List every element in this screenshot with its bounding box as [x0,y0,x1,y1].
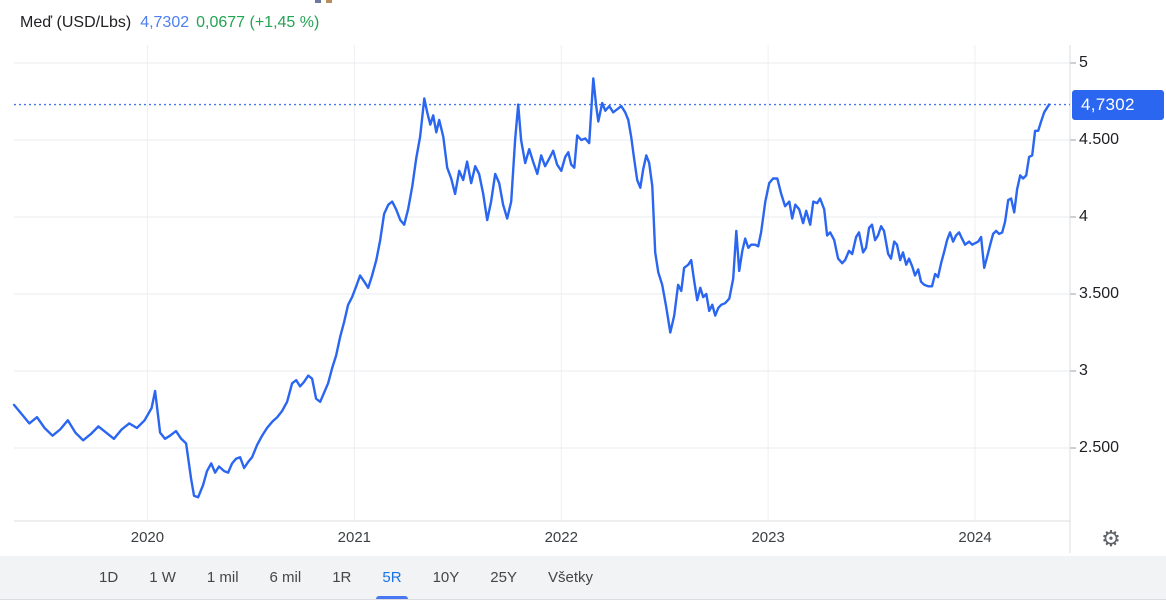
y-axis-label: 4 [1079,208,1088,225]
period-tab-25y[interactable]: 25Y [490,569,517,586]
period-tabbar: 1D 1 W 1 mil 6 mil 1R 5R 10Y 25Y Všetky [0,556,1166,600]
cropped-ui-fragment [315,0,321,3]
price-change: 0,0677 (+1,45 %) [196,14,320,31]
chart-settings-gear-icon[interactable]: ⚙ [1101,526,1121,551]
y-axis-label: 3 [1079,362,1088,379]
period-tab-5r[interactable]: 5R [373,556,410,599]
x-axis-label: 2020 [130,529,165,546]
period-tab-6mil[interactable]: 6 mil [269,569,302,586]
x-axis-label: 2024 [958,529,992,546]
last-price-badge: 4,7302 [1072,89,1164,120]
period-tab-všetky[interactable]: Všetky [547,569,593,586]
period-tab-1mil[interactable]: 1 mil [206,569,239,586]
x-axis-label: 2021 [337,529,372,546]
x-axis-label: 2023 [751,529,785,546]
y-axis-label: 2.500 [1079,439,1120,456]
instrument-name: Meď (USD/Lbs) [20,14,132,31]
y-axis-label: 5 [1079,54,1088,71]
active-tab-underline [376,596,408,599]
current-price: 4,7302 [140,14,190,31]
period-tab-1r[interactable]: 1R [332,569,352,586]
period-tab-1w[interactable]: 1 W [149,569,176,586]
y-axis-label: 4.500 [1079,131,1120,148]
x-axis-label: 2022 [544,529,578,546]
quote-header: Meď (USD/Lbs) 4,7302 0,0677 (+1,45 %) [20,14,319,32]
price-series-line [12,77,1051,499]
y-axis-label: 3.500 [1079,285,1120,302]
period-tab-10y[interactable]: 10Y [432,569,460,586]
cropped-ui-fragment [326,0,332,3]
period-tab-1d[interactable]: 1D [99,569,119,586]
price-line-chart[interactable] [0,0,1166,556]
